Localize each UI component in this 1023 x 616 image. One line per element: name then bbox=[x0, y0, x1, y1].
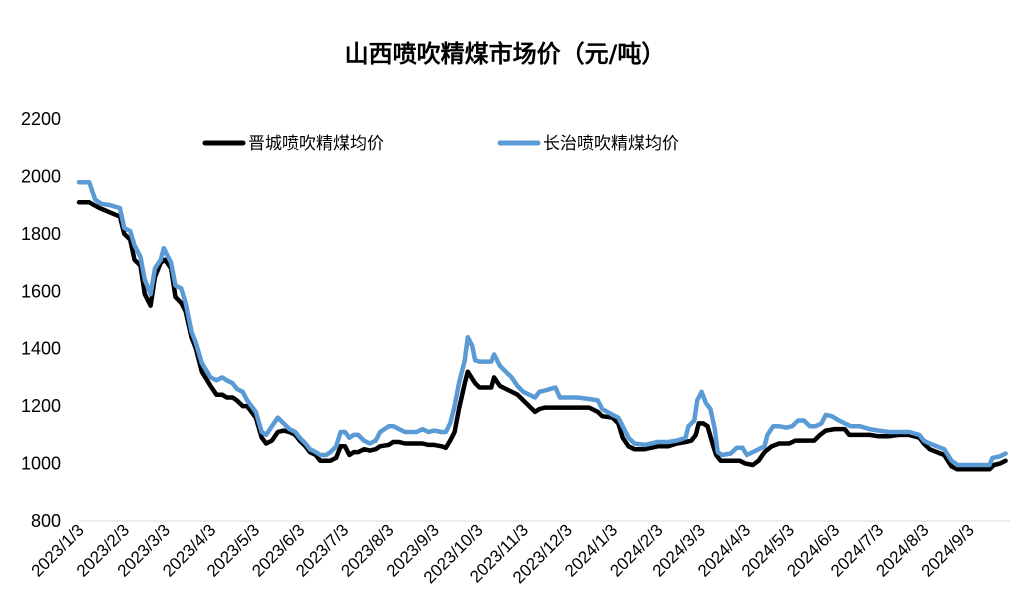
y-tick-label: 1000 bbox=[21, 454, 61, 474]
chart-legend: 晋城喷吹精煤均价 长治喷吹精煤均价 bbox=[202, 134, 679, 154]
series-line-changzhi bbox=[76, 179, 1008, 468]
y-tick-label: 1400 bbox=[21, 339, 61, 359]
y-tick-label: 1200 bbox=[21, 396, 61, 416]
chart-title: 山西喷吹精煤市场价（元/吨） bbox=[345, 40, 666, 68]
y-tick-label: 2200 bbox=[21, 109, 61, 129]
legend-label-jincheng: 晋城喷吹精煤均价 bbox=[248, 134, 384, 154]
y-tick-label: 1600 bbox=[21, 281, 61, 301]
y-tick-label: 2000 bbox=[21, 166, 61, 186]
x-axis: 2023/1/32023/2/32023/3/32023/4/32023/5/3… bbox=[28, 520, 978, 587]
series-layer bbox=[76, 179, 1008, 472]
y-tick-label: 1800 bbox=[21, 224, 61, 244]
y-axis: 800 1000 1200 1400 1600 1800 2000 2200 bbox=[21, 109, 61, 531]
legend-label-changzhi: 长治喷吹精煤均价 bbox=[543, 134, 679, 154]
series-line-jincheng bbox=[76, 200, 1008, 472]
y-tick-label: 800 bbox=[31, 511, 61, 531]
